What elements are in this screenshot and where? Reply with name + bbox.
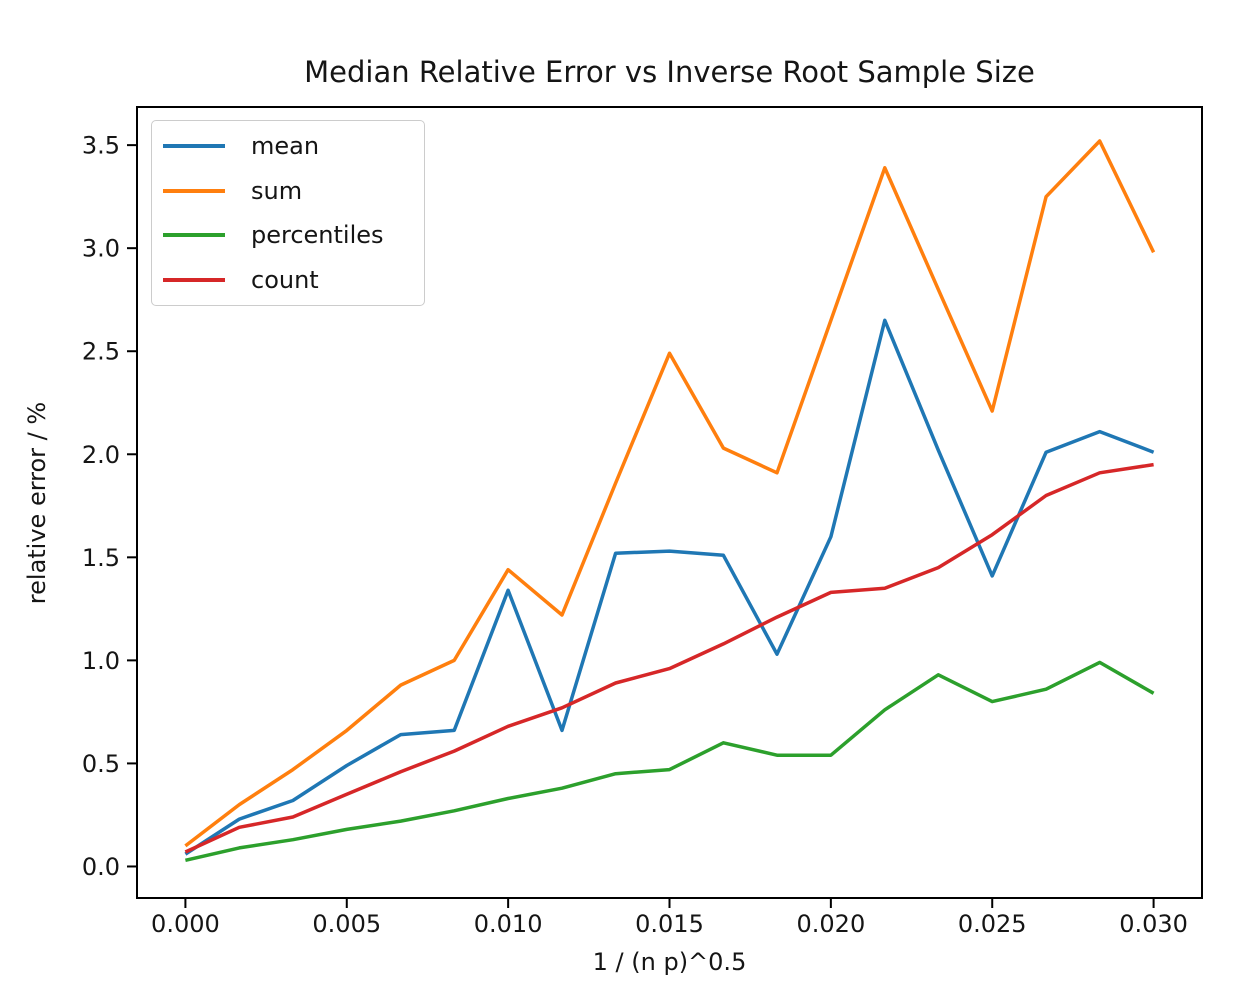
y-tick-label: 1.5 [82, 544, 120, 572]
legend-item-count: count [152, 258, 424, 303]
series-line-count [184, 462, 1154, 854]
legend-item-sum: sum [152, 169, 424, 214]
legend: mean sum percentiles count [151, 120, 425, 306]
y-tick-label: 2.5 [82, 338, 120, 366]
legend-swatch-mean [163, 144, 225, 149]
y-tick-label: 1.0 [82, 647, 120, 675]
y-tick-label: 2.0 [82, 441, 120, 469]
legend-item-mean: mean [152, 124, 424, 169]
series-line-percentiles [185, 660, 1155, 863]
y-tick-label: 0.0 [82, 853, 120, 881]
legend-label: sum [251, 176, 303, 205]
x-tick-label: 0.005 [312, 910, 381, 938]
x-tick-label: 0.010 [474, 910, 543, 938]
x-tick-label: 0.020 [797, 910, 866, 938]
y-tick-label: 3.5 [82, 132, 120, 160]
y-tick-label: 0.5 [82, 750, 120, 778]
legend-swatch-sum [163, 188, 225, 193]
chart-title: Median Relative Error vs Inverse Root Sa… [304, 55, 1035, 89]
x-tick-label: 0.015 [635, 910, 704, 938]
legend-swatch-percentiles [163, 233, 225, 238]
legend-label: percentiles [251, 221, 384, 250]
y-axis-label: relative error / % [23, 401, 51, 605]
x-axis-label: 1 / (n p)^0.5 [592, 948, 747, 976]
legend-swatch-count [163, 277, 225, 282]
y-tick-label: 3.0 [82, 235, 120, 263]
x-tick-label: 0.000 [151, 910, 220, 938]
series-line-mean [184, 318, 1155, 856]
series-line-sum [184, 139, 1156, 848]
legend-label: count [251, 265, 319, 294]
x-tick-label: 0.025 [958, 910, 1027, 938]
legend-label: mean [251, 132, 320, 161]
legend-item-percentiles: percentiles [152, 213, 424, 258]
x-tick-label: 0.030 [1119, 910, 1188, 938]
